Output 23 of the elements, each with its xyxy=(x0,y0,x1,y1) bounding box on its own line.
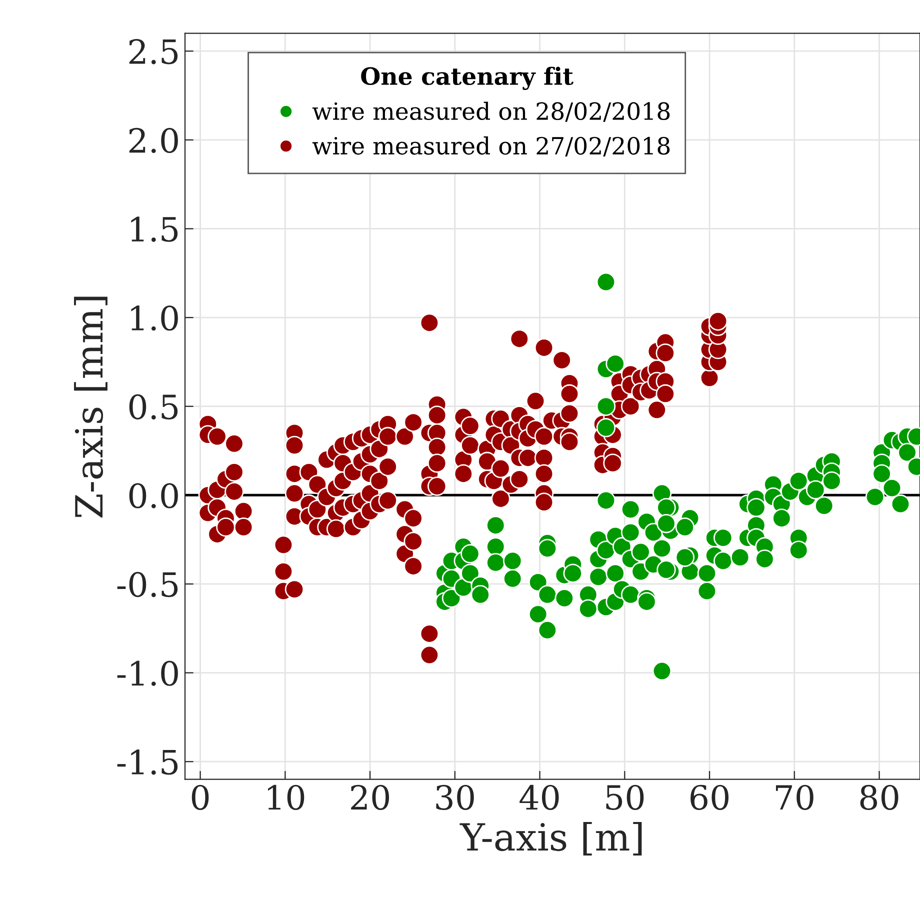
x-tick-label: 30 xyxy=(436,784,474,810)
y-tick-label: -1.5 xyxy=(117,750,178,775)
legend-label: wire measured on 27/02/2018 xyxy=(312,136,670,157)
legend-label: wire measured on 28/02/2018 xyxy=(312,102,670,122)
y-tick-label: -1.0 xyxy=(117,660,178,686)
x-tick-label: 50 xyxy=(606,784,644,810)
x-tick-label: 10 xyxy=(268,784,304,810)
y-axis-title: Z-axis [mm] xyxy=(74,296,108,518)
y-tick-label: 2.5 xyxy=(129,39,178,64)
y-tick-label: 1.0 xyxy=(131,305,178,331)
x-axis-title: Y-axis [m] xyxy=(460,822,642,856)
y-tick-label: 1.5 xyxy=(131,216,178,242)
x-tick-label: 80 xyxy=(860,784,898,810)
x-tick-label: 40 xyxy=(520,784,559,810)
x-tick-label: 0 xyxy=(192,784,209,810)
x-tick-label: 60 xyxy=(690,784,729,810)
x-tick-label: 20 xyxy=(351,784,390,810)
legend-title: One catenary fit xyxy=(361,66,574,90)
x-tick-label: 70 xyxy=(776,784,814,810)
y-tick-label: 0.5 xyxy=(129,394,178,420)
y-tick-label: 0.0 xyxy=(129,483,178,508)
y-tick-label: -0.5 xyxy=(117,572,178,598)
y-tick-label: 2.0 xyxy=(129,128,178,154)
